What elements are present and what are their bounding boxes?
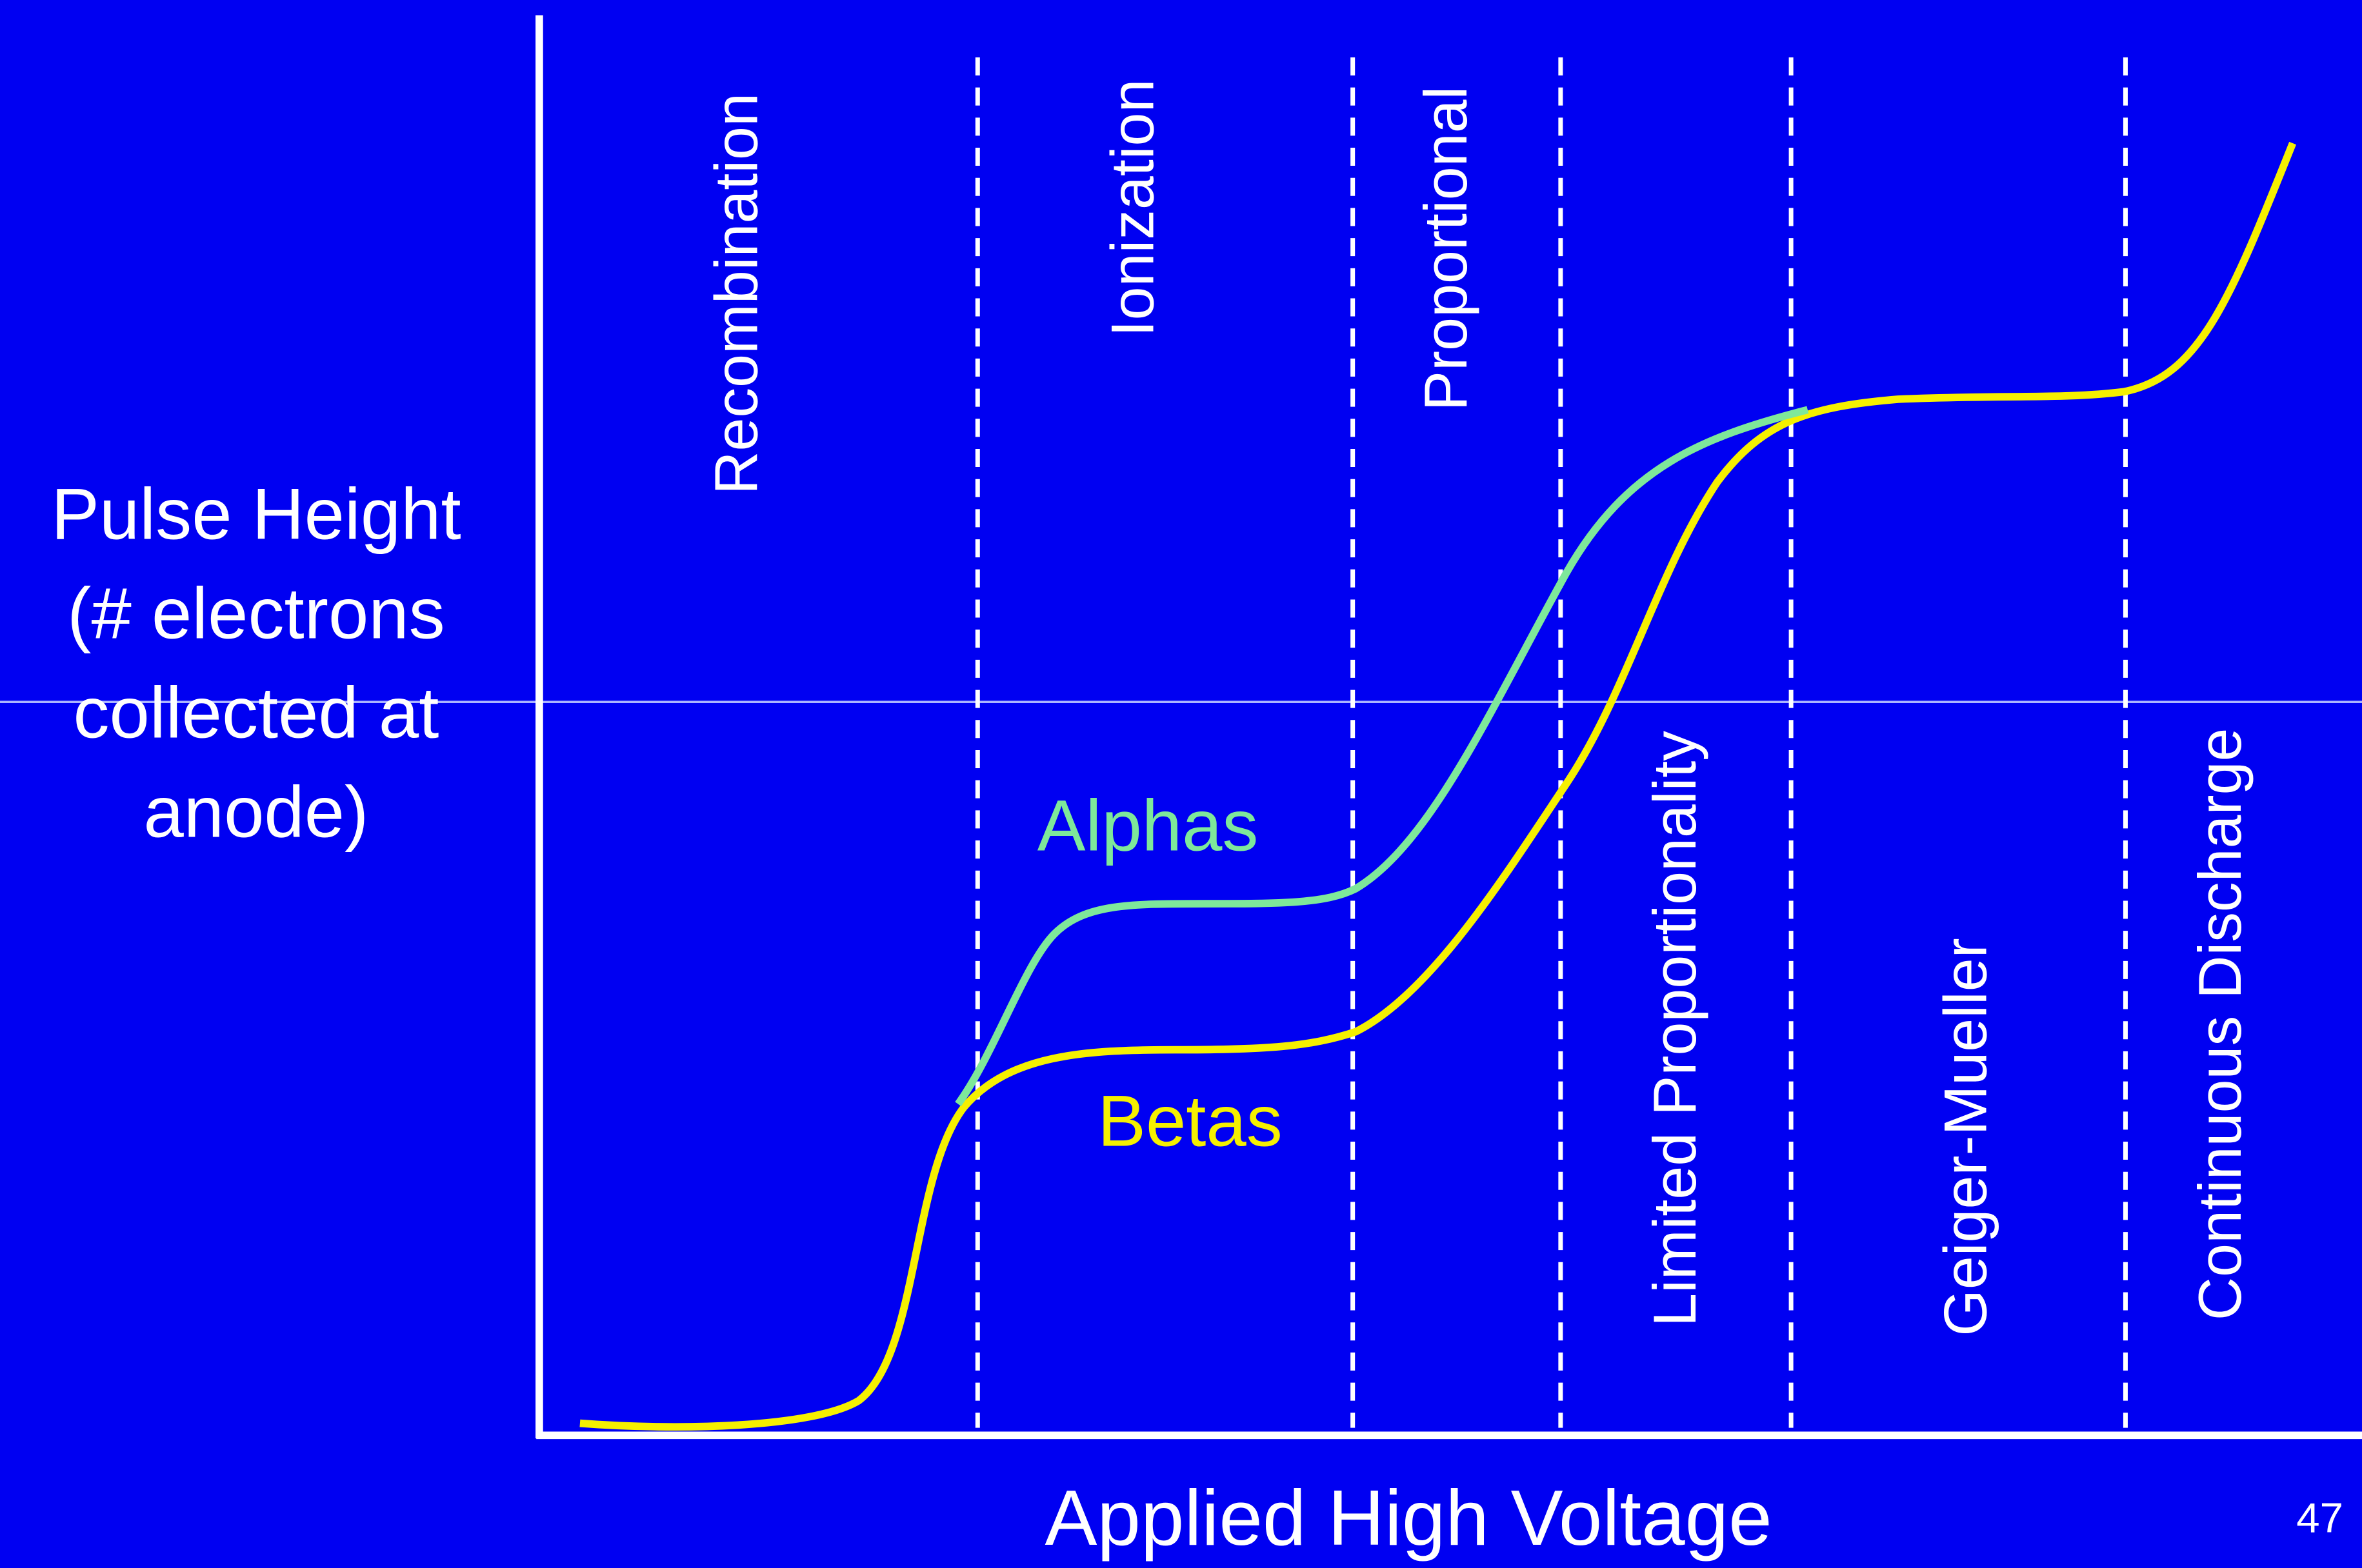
page-number: 47	[2296, 1494, 2343, 1542]
y-axis-label-line: (# electrons	[67, 573, 445, 653]
region-label: Limited Proportionality	[1641, 731, 1708, 1327]
region-label: Recombination	[702, 93, 770, 495]
region-label: Proportional	[1412, 86, 1479, 412]
region-labels: Recombination Ionization Proportional Limit…	[702, 79, 2254, 1336]
region-label: Continuous Discharge	[2186, 728, 2254, 1321]
region-dividers	[975, 57, 2128, 1428]
betas-label: Betas	[1097, 1080, 1283, 1161]
region-label: Ionization	[1098, 79, 1166, 337]
alphas-curve	[955, 406, 1809, 1107]
y-axis-label-line: collected at	[73, 673, 439, 753]
betas-curve	[579, 141, 2297, 1431]
y-axis-label-line: anode)	[143, 772, 368, 853]
alphas-label: Alphas	[1037, 786, 1259, 866]
region-label: Geiger-Mueller	[1932, 938, 1999, 1336]
y-axis-label-line: Pulse Height	[51, 473, 461, 554]
y-axis-label: Pulse Height (# electrons collected at anod…	[51, 473, 461, 852]
x-axis-label: Applied High Voltage	[1045, 1474, 1772, 1562]
